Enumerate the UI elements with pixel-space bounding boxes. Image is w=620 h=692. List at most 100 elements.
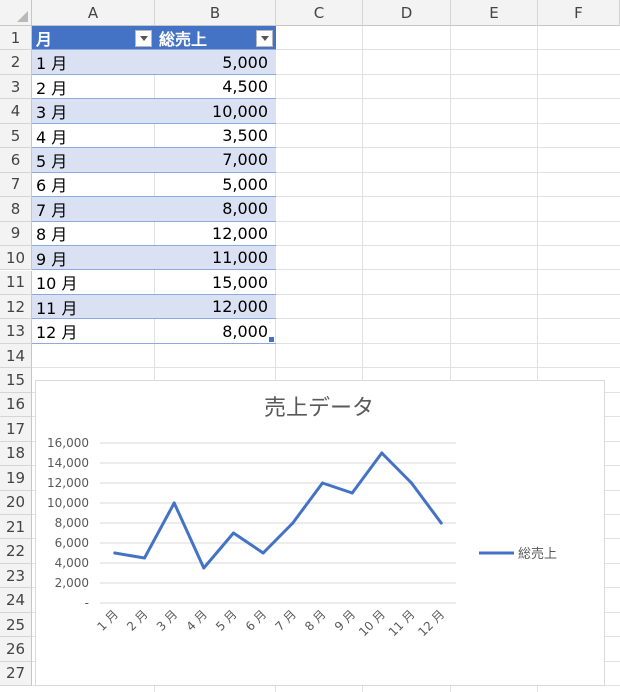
row-header-11[interactable]: 11 <box>0 270 32 295</box>
row-header-24[interactable]: 24 <box>0 588 32 613</box>
data-point[interactable] <box>410 481 413 485</box>
cell-sales[interactable]: 7,000 <box>155 148 276 173</box>
cell-month[interactable]: 3 月 <box>32 99 155 124</box>
cell-month[interactable]: 7 月 <box>32 197 155 222</box>
y-tick-label: 6,000 <box>55 536 89 550</box>
table-header-label: 月 <box>36 29 53 49</box>
row-header-27[interactable]: 27 <box>0 661 32 687</box>
grid-row-line <box>32 26 620 51</box>
data-point[interactable] <box>261 551 265 555</box>
cell-month[interactable]: 10 月 <box>32 271 155 295</box>
x-tick-label: 3 月 <box>154 607 180 633</box>
cell-sales[interactable]: 5,000 <box>155 50 276 75</box>
cell-sales[interactable]: 4,500 <box>155 75 276 100</box>
row-header-5[interactable]: 5 <box>0 123 32 149</box>
x-tick-label: 6 月 <box>243 607 269 633</box>
cell-sales[interactable]: 10,000 <box>155 99 276 124</box>
row-header-13[interactable]: 13 <box>0 319 32 344</box>
grid-row-line <box>32 222 620 247</box>
series-line-sales[interactable] <box>113 451 443 570</box>
x-tick-label: 4 月 <box>183 607 209 633</box>
row-header-25[interactable]: 25 <box>0 612 32 638</box>
table-resize-handle[interactable] <box>269 337 274 342</box>
x-tick-label: 7 月 <box>272 607 298 633</box>
grid-row-line <box>32 271 620 295</box>
cell-sales[interactable]: 11,000 <box>155 246 276 271</box>
row-header-18[interactable]: 18 <box>0 441 32 467</box>
y-tick-label: - <box>85 596 89 610</box>
row-header-12[interactable]: 12 <box>0 294 32 320</box>
column-header-e[interactable]: E <box>451 0 538 26</box>
cell-month[interactable]: 11 月 <box>32 294 155 320</box>
row-header-22[interactable]: 22 <box>0 539 32 564</box>
column-header-f[interactable]: F <box>538 0 620 26</box>
column-header-b[interactable]: B <box>155 0 276 26</box>
row-header-4[interactable]: 4 <box>0 99 32 124</box>
cell-month[interactable]: 4 月 <box>32 124 155 149</box>
row-header-1[interactable]: 1 <box>0 26 32 51</box>
row-header-16[interactable]: 16 <box>0 392 32 418</box>
row-header-10[interactable]: 10 <box>0 246 32 271</box>
data-point[interactable] <box>113 551 117 555</box>
cell-month[interactable]: 6 月 <box>32 173 155 198</box>
grid-row-line <box>32 246 620 271</box>
data-point[interactable] <box>143 556 146 560</box>
row-header-19[interactable]: 19 <box>0 466 32 491</box>
cell-month[interactable]: 5 月 <box>32 148 155 173</box>
row-header-14[interactable]: 14 <box>0 343 32 369</box>
row-header-7[interactable]: 7 <box>0 172 32 198</box>
row-header-8[interactable]: 8 <box>0 197 32 222</box>
column-header-d[interactable]: D <box>363 0 451 26</box>
row-header-26[interactable]: 26 <box>0 637 32 662</box>
data-point[interactable] <box>291 521 295 525</box>
grid-column-line <box>154 26 155 692</box>
row-header-23[interactable]: 23 <box>0 563 32 589</box>
cell-sales[interactable]: 12,000 <box>155 222 276 247</box>
grid-row-line <box>32 295 620 320</box>
row-header-2[interactable]: 2 <box>0 50 32 75</box>
row-header-15[interactable]: 15 <box>0 368 32 393</box>
grid-row-line <box>32 124 620 149</box>
data-point[interactable] <box>321 481 324 485</box>
x-tick-label: 1 月 <box>94 607 120 633</box>
data-point[interactable] <box>172 501 176 505</box>
data-point[interactable] <box>439 521 443 525</box>
data-point[interactable] <box>380 451 384 455</box>
select-all-corner[interactable] <box>0 0 32 26</box>
cell-sales[interactable]: 8,000 <box>155 319 276 344</box>
column-header-c[interactable]: C <box>276 0 363 26</box>
y-tick-label: 12,000 <box>47 476 89 490</box>
row-header-6[interactable]: 6 <box>0 148 32 173</box>
filter-dropdown-icon[interactable] <box>135 30 152 47</box>
row-header-17[interactable]: 17 <box>0 417 32 442</box>
data-point[interactable] <box>202 566 206 570</box>
filter-dropdown-icon[interactable] <box>256 30 273 47</box>
column-header-a[interactable]: A <box>32 0 155 26</box>
cell-month[interactable]: 1 月 <box>32 50 155 75</box>
cell-sales[interactable]: 12,000 <box>155 294 276 320</box>
grid-row-line <box>32 75 620 100</box>
cell-sales[interactable]: 3,500 <box>155 124 276 149</box>
x-tick-label: 10 月 <box>356 607 388 639</box>
grid-column-line <box>275 26 276 692</box>
cell-month[interactable]: 8 月 <box>32 222 155 247</box>
grid-row-line <box>32 173 620 198</box>
data-point[interactable] <box>350 491 354 495</box>
cell-sales[interactable]: 15,000 <box>155 271 276 295</box>
legend-label: 総売上 <box>518 546 557 562</box>
line-chart[interactable]: 売上データ - 2,000 4,000 6,000 8,000 10,000 12,000 14… <box>35 380 605 686</box>
grid-row-line <box>32 344 620 369</box>
cell-month[interactable]: 9 月 <box>32 246 155 271</box>
cell-sales[interactable]: 8,000 <box>155 197 276 222</box>
data-point[interactable] <box>232 531 235 535</box>
grid-row-line <box>32 99 620 124</box>
cell-month[interactable]: 12 月 <box>32 319 155 344</box>
row-header-3[interactable]: 3 <box>0 74 32 100</box>
cell-sales[interactable]: 5,000 <box>155 173 276 198</box>
row-header-9[interactable]: 9 <box>0 221 32 247</box>
row-header-21[interactable]: 21 <box>0 515 32 540</box>
row-header-20[interactable]: 20 <box>0 490 32 515</box>
x-tick-label: 12 月 <box>415 607 447 639</box>
cell-month[interactable]: 2 月 <box>32 75 155 100</box>
